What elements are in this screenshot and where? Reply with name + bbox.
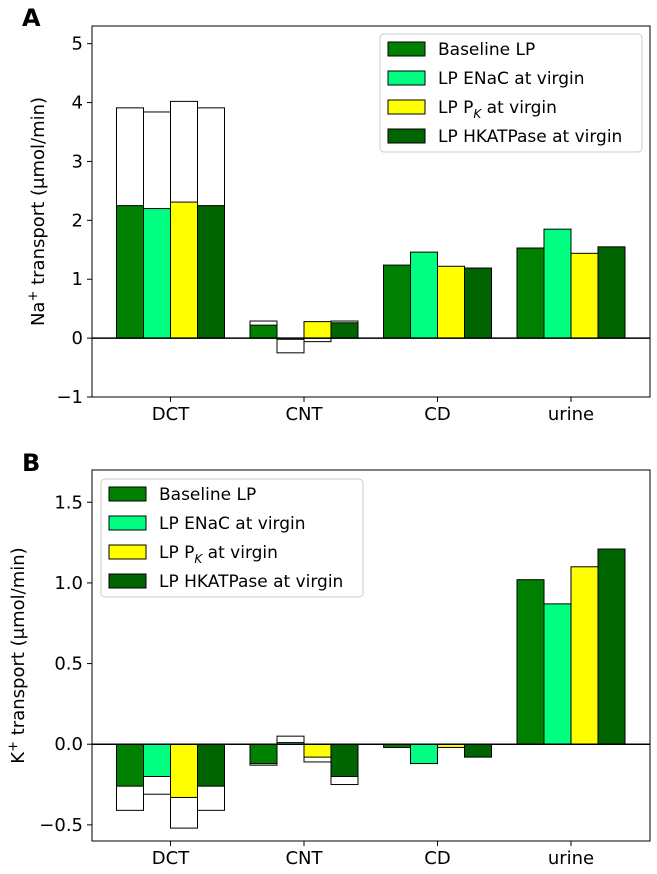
legend-swatch: [108, 486, 147, 502]
x-tick-label: DCT: [152, 848, 190, 869]
panel-label: A: [22, 4, 41, 32]
legend-swatch: [108, 515, 147, 531]
x-tick-label: CD: [424, 848, 450, 869]
y-axis-label: Na+ transport (μmol/min): [26, 97, 49, 326]
bar-cd-s3: [464, 743, 492, 758]
legend-label: LP ENaC at virgin: [159, 514, 306, 534]
legend-label: Baseline LP: [159, 485, 256, 505]
legend-label: LP HKATPase at virgin: [159, 572, 343, 592]
panel-label: B: [22, 449, 40, 477]
plot-frame: [91, 25, 651, 398]
bar-dct-s3: [197, 743, 225, 787]
bar-cd-s2: [437, 265, 465, 339]
legend-swatch: [387, 41, 426, 57]
y-tick-label: 0.5: [54, 654, 83, 675]
bar-cnt-s0: [249, 324, 278, 339]
bar-cnt-s0: [249, 743, 278, 765]
y-tick-label: 4: [72, 93, 83, 114]
x-tick-label: DCT: [152, 404, 190, 425]
legend-swatch: [387, 128, 426, 144]
legend-label: Baseline LP: [438, 40, 535, 60]
y-tick-label: 1.0: [54, 573, 83, 594]
bar-dct-s1: [143, 208, 171, 339]
legend-box: [379, 33, 643, 153]
bar-urine-s1: [543, 228, 572, 339]
chart-panel-b: B −0.5 0.0 0.5 1.0 1.5 DCT CNT CD urine K+ transpo…: [6, 449, 651, 869]
legend-swatch: [108, 544, 147, 560]
y-axis-label: K+ transport (μmol/min): [6, 547, 29, 763]
y-tick-label: 2: [72, 210, 83, 231]
legend-label: LP HKATPase at virgin: [438, 127, 622, 147]
y-tick-label: 3: [72, 151, 83, 172]
bar-cd-s3: [464, 267, 492, 339]
y-tick-label: −1: [56, 387, 83, 408]
legend-swatch: [387, 99, 426, 115]
bar-cd-s1: [410, 251, 438, 339]
bar-dct-s2: [170, 743, 198, 798]
x-tick-label: CNT: [285, 404, 323, 425]
x-tick-label: CD: [424, 404, 450, 425]
x-tick-label: urine: [548, 848, 594, 869]
bar-dct-s0: [116, 743, 144, 787]
legend-swatch: [108, 573, 147, 589]
legend-swatch: [387, 70, 426, 86]
bar-urine-s2: [570, 566, 599, 745]
bar-cnt-s3: [330, 743, 359, 777]
y-tick-label: −0.5: [39, 815, 83, 836]
plot-frame: [91, 469, 651, 842]
bar-cnt-s2: [303, 743, 332, 758]
y-tick-label: 0.0: [54, 734, 83, 755]
y-tick-label: 1.5: [54, 492, 83, 513]
bar-urine-s1: [543, 603, 572, 745]
bar-urine-s3: [597, 246, 626, 339]
bar-cnt-s3: [330, 322, 359, 339]
bar-total-cnt-s1: [276, 337, 305, 354]
bar-urine-s2: [570, 252, 599, 339]
legend: Baseline LP LP ENaC at virgin LP PK at vir…: [379, 33, 643, 153]
legend-label: LP ENaC at virgin: [438, 69, 585, 89]
y-tick-label: 5: [72, 34, 83, 55]
bar-cd-s1: [410, 743, 438, 765]
bar-dct-s2: [170, 201, 198, 339]
x-tick-label: urine: [548, 404, 594, 425]
bar-urine-s0: [516, 579, 545, 745]
bar-dct-s1: [143, 743, 171, 777]
y-tick-label: 1: [72, 269, 83, 290]
legend-box: [100, 478, 364, 598]
bar-urine-s0: [516, 247, 545, 339]
bar-cnt-s2: [303, 321, 332, 339]
bar-dct-s3: [197, 205, 225, 339]
legend: Baseline LP LP ENaC at virgin LP PK at vir…: [100, 478, 364, 598]
chart-panel-a: A −1 0 1 2 3 4 5 DCT CNT CD urine Na+ transport (μmo…: [22, 4, 651, 425]
y-tick-label: 0: [72, 328, 83, 349]
bar-dct-s0: [116, 205, 144, 339]
x-tick-label: CNT: [285, 848, 323, 869]
bar-cd-s0: [383, 264, 411, 339]
legend-label: LP PK at virgin: [159, 543, 278, 566]
legend-label: LP PK at virgin: [438, 98, 557, 121]
bar-urine-s3: [597, 548, 626, 745]
